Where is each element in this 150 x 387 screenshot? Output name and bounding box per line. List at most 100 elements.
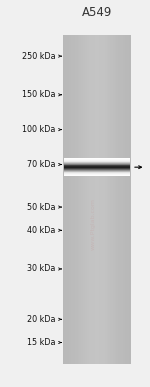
- Bar: [63, 242, 130, 245]
- Bar: [85, 35, 87, 364]
- Bar: [117, 35, 118, 364]
- Bar: [63, 137, 130, 140]
- Bar: [76, 35, 78, 364]
- Bar: [122, 35, 123, 364]
- Bar: [63, 140, 130, 144]
- Bar: [73, 35, 74, 364]
- Bar: [63, 348, 130, 351]
- Bar: [116, 35, 117, 364]
- Bar: [80, 35, 81, 364]
- Bar: [106, 35, 107, 364]
- Bar: [124, 35, 125, 364]
- Text: 40 kDa: 40 kDa: [27, 226, 56, 235]
- Bar: [63, 38, 130, 41]
- Text: 20 kDa: 20 kDa: [27, 315, 56, 324]
- Bar: [63, 341, 130, 344]
- Bar: [78, 35, 79, 364]
- Bar: [63, 275, 130, 278]
- Bar: [63, 278, 130, 282]
- Bar: [97, 35, 98, 364]
- Bar: [64, 164, 130, 165]
- Bar: [63, 186, 130, 189]
- Bar: [63, 107, 130, 110]
- Bar: [96, 35, 97, 364]
- Bar: [63, 354, 130, 357]
- Bar: [64, 166, 130, 167]
- Text: 100 kDa: 100 kDa: [22, 125, 56, 134]
- Bar: [92, 35, 93, 364]
- Bar: [90, 35, 91, 364]
- Bar: [118, 35, 119, 364]
- Bar: [63, 117, 130, 120]
- Bar: [63, 248, 130, 252]
- Bar: [64, 165, 130, 166]
- Bar: [81, 35, 82, 364]
- Bar: [63, 209, 130, 212]
- Bar: [63, 216, 130, 219]
- Bar: [63, 269, 130, 272]
- Bar: [63, 176, 130, 180]
- Bar: [63, 81, 130, 84]
- Bar: [64, 173, 130, 174]
- Bar: [63, 272, 130, 275]
- Bar: [94, 35, 96, 364]
- Bar: [65, 35, 66, 364]
- Text: www.Ptglab.com: www.Ptglab.com: [90, 199, 96, 250]
- Bar: [63, 58, 130, 61]
- Bar: [102, 35, 104, 364]
- Bar: [101, 35, 102, 364]
- Bar: [100, 35, 101, 364]
- Bar: [63, 301, 130, 305]
- Bar: [63, 189, 130, 193]
- Bar: [63, 327, 130, 331]
- Bar: [63, 45, 130, 48]
- Bar: [64, 167, 130, 168]
- Bar: [64, 35, 65, 364]
- Bar: [63, 166, 130, 170]
- Text: 50 kDa: 50 kDa: [27, 202, 56, 212]
- Bar: [63, 183, 130, 186]
- Bar: [126, 35, 127, 364]
- Text: 30 kDa: 30 kDa: [27, 264, 56, 274]
- Bar: [63, 196, 130, 199]
- Bar: [108, 35, 109, 364]
- Bar: [66, 35, 68, 364]
- Bar: [119, 35, 120, 364]
- Bar: [88, 35, 89, 364]
- Bar: [64, 162, 130, 163]
- Bar: [63, 91, 130, 94]
- Bar: [120, 35, 122, 364]
- Bar: [115, 35, 116, 364]
- Bar: [63, 311, 130, 314]
- Bar: [64, 172, 130, 173]
- Bar: [87, 35, 88, 364]
- Bar: [63, 308, 130, 311]
- Bar: [63, 61, 130, 64]
- Bar: [63, 232, 130, 235]
- Bar: [109, 35, 110, 364]
- Bar: [63, 163, 130, 166]
- Bar: [98, 35, 99, 364]
- Bar: [63, 123, 130, 127]
- Bar: [63, 357, 130, 361]
- Bar: [123, 35, 124, 364]
- Bar: [64, 174, 130, 175]
- Bar: [63, 51, 130, 55]
- Bar: [63, 68, 130, 71]
- Bar: [63, 64, 130, 68]
- Bar: [64, 160, 130, 161]
- Bar: [63, 259, 130, 262]
- Bar: [128, 35, 129, 364]
- Bar: [64, 168, 130, 169]
- Bar: [71, 35, 72, 364]
- Bar: [63, 337, 130, 341]
- Bar: [111, 35, 112, 364]
- Bar: [63, 314, 130, 318]
- Bar: [63, 331, 130, 334]
- Bar: [114, 35, 115, 364]
- Bar: [63, 239, 130, 242]
- Bar: [63, 318, 130, 321]
- Bar: [64, 175, 130, 176]
- Bar: [99, 35, 100, 364]
- Bar: [63, 245, 130, 248]
